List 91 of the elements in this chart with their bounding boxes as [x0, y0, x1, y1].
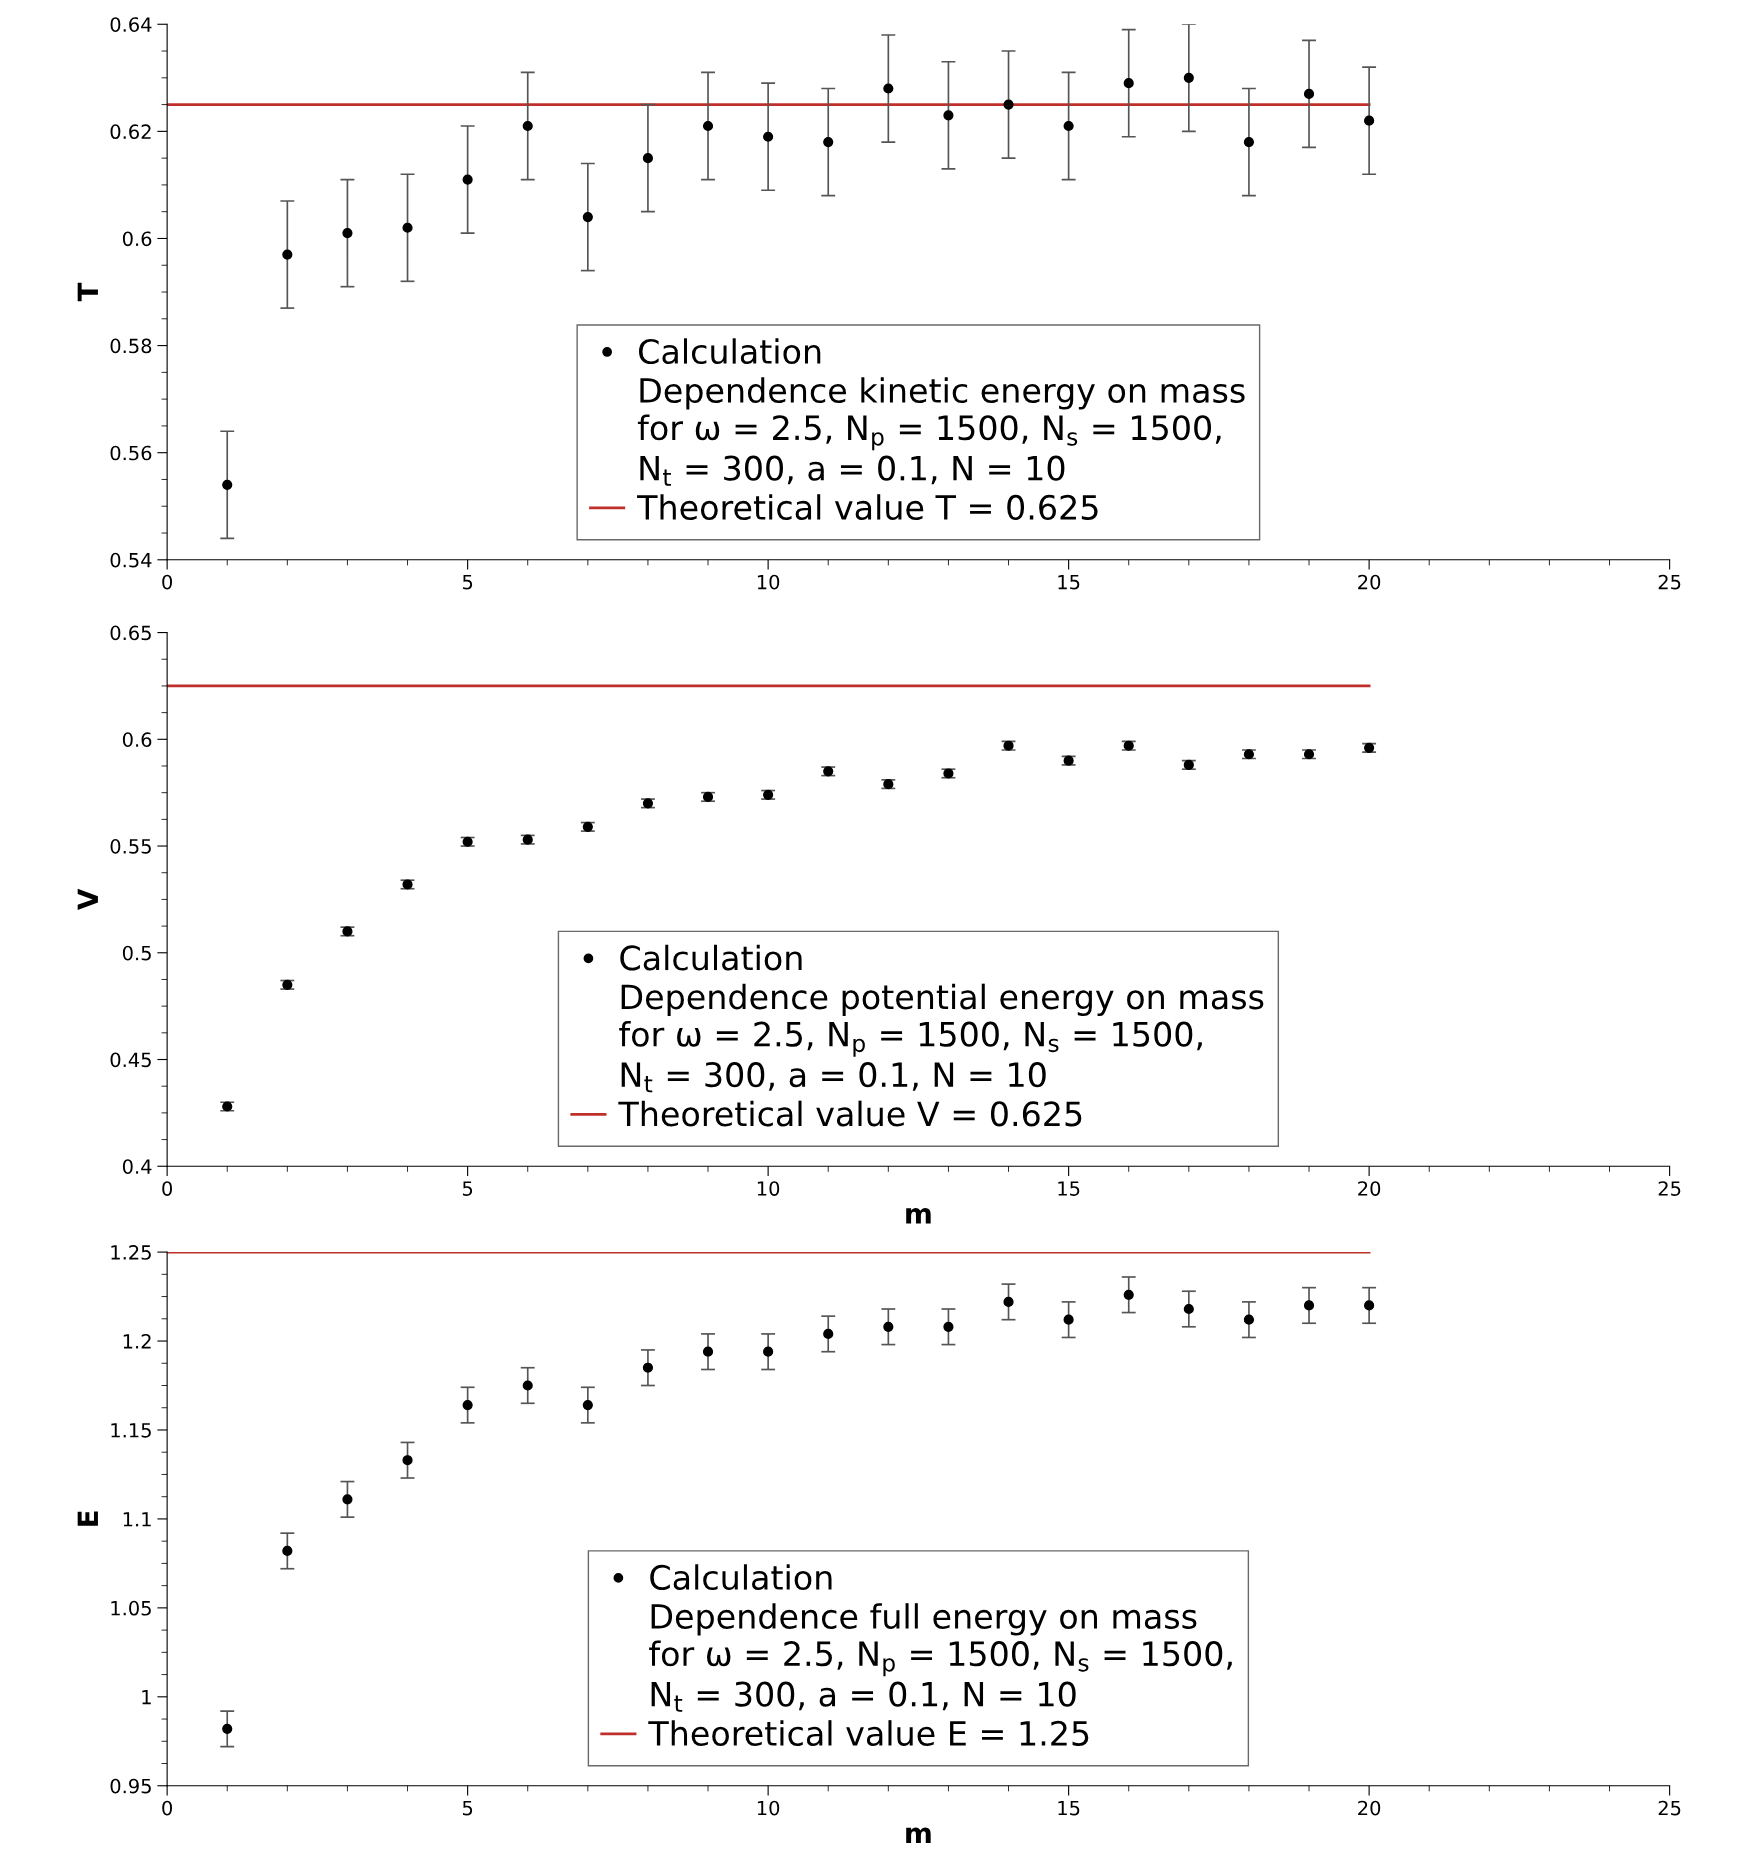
legend-label: Calculation: [620, 944, 802, 971]
y-tick-label: 0.58: [110, 338, 152, 354]
point: [222, 1723, 233, 1734]
y-axis-title: V: [77, 888, 98, 911]
y-tick-label: 1.15: [111, 1423, 151, 1438]
point: [1183, 72, 1194, 83]
y-tick-label: 1.05: [111, 1600, 151, 1616]
point: [282, 249, 293, 260]
text: Dependence potential energy on mass for ω = 2.5, N$_{p}$ = 1500, N$_{s}$ = 1500, N$_{t}$ = 300, a = 0.1, N = 10: [619, 983, 1264, 1093]
point: [282, 1545, 293, 1557]
x-tick-label: 5: [462, 1800, 473, 1816]
point: [763, 131, 774, 142]
y-tick-label: 0.55: [110, 839, 151, 854]
point: [582, 1399, 593, 1411]
text: Dependence full energy on mass for ω = 2.5, N$_{p}$ = 1500, N$_{s}$ = 1500, N$_{t}$ = 300, a = 0.1, N = 10: [649, 1603, 1232, 1712]
y-tick-label: 0.5: [122, 945, 151, 961]
point: [702, 120, 714, 132]
point: [1123, 1289, 1134, 1300]
point: [462, 174, 473, 185]
point: [522, 1380, 533, 1391]
x-tick-label: 20: [1358, 1800, 1381, 1816]
point: [582, 211, 593, 223]
point: [1364, 115, 1375, 126]
point: [462, 1399, 473, 1411]
y-axis-title: E: [77, 1511, 98, 1526]
x-tick-label: 20: [1358, 1181, 1381, 1196]
point: [883, 83, 894, 94]
point: [1003, 1296, 1014, 1307]
point: [823, 136, 834, 148]
x-tick-label: 0: [162, 574, 173, 590]
y-tick-label: 0.95: [110, 1778, 151, 1794]
legend-label: Theoretical value E = 1.25: [648, 1720, 1089, 1746]
y-tick-label: 0.62: [110, 124, 151, 140]
point: [1303, 88, 1315, 99]
point: [1243, 136, 1255, 148]
point: [943, 110, 954, 121]
y-tick-label: 1: [142, 1690, 151, 1705]
x-tick-label: 25: [1658, 574, 1681, 590]
point: [943, 1321, 954, 1332]
x-axis-title: m: [906, 1207, 931, 1224]
point: [1003, 99, 1014, 110]
point: [1364, 1300, 1375, 1311]
x-tick-label: 15: [1058, 574, 1080, 590]
y-tick-label: 0.56: [110, 445, 152, 461]
point: [402, 222, 413, 233]
y-tick-label: 0.4: [122, 1159, 152, 1174]
text: Dependence kinetic energy on mass for ω = 2.5, N$_{p}$ = 1500, N$_{s}$ = 1500, N$_{t}$ = 300, a = 0.1, N = 10: [637, 377, 1245, 486]
point: [823, 1328, 834, 1340]
x-tick-label: 10: [757, 1800, 780, 1816]
y-tick-label: 1.2: [123, 1333, 151, 1349]
x-tick-label: 25: [1658, 1800, 1681, 1816]
point: [642, 1362, 654, 1373]
x-tick-label: 20: [1358, 574, 1381, 590]
x-tick-label: 5: [462, 1181, 473, 1196]
y-tick-label: 1.1: [123, 1512, 151, 1527]
point: [342, 228, 353, 239]
point: [642, 153, 654, 164]
point: [522, 120, 533, 132]
point: [1123, 78, 1134, 89]
x-tick-label: 25: [1658, 1181, 1681, 1196]
legend-label: Theoretical value V = 0.625: [618, 1100, 1082, 1127]
legend-label: Calculation: [639, 338, 821, 365]
point: [1063, 120, 1074, 132]
y-tick-label: 0.64: [110, 17, 152, 32]
x-tick-label: 5: [462, 574, 473, 590]
y-tick-label: 1.25: [111, 1245, 151, 1260]
point: [402, 1455, 413, 1466]
y-tick-label: 0.6: [122, 732, 152, 747]
y-tick-label: 0.45: [110, 1052, 151, 1068]
legend-label: Theoretical value T = 0.625: [637, 494, 1098, 521]
x-axis-title: m: [906, 1827, 931, 1844]
point: [222, 479, 233, 490]
point: [342, 1494, 353, 1505]
point: [883, 1321, 894, 1332]
x-tick-label: 15: [1058, 1800, 1080, 1816]
point: [1303, 1300, 1315, 1311]
point: [1183, 1303, 1194, 1315]
y-tick-label: 0.65: [110, 625, 151, 641]
point: [1063, 1314, 1074, 1325]
y-axis-title: T: [77, 282, 98, 302]
x-tick-label: 0: [162, 1181, 173, 1196]
x-tick-label: 10: [757, 574, 780, 590]
point: [1243, 1314, 1255, 1325]
point: [702, 1346, 714, 1357]
legend-label: Calculation: [650, 1564, 832, 1591]
point: [763, 1346, 774, 1357]
x-tick-label: 0: [162, 1800, 173, 1816]
x-tick-label: 15: [1058, 1181, 1080, 1196]
x-tick-label: 10: [757, 1181, 780, 1196]
y-tick-label: 0.54: [110, 552, 152, 568]
y-tick-label: 0.6: [122, 231, 152, 247]
